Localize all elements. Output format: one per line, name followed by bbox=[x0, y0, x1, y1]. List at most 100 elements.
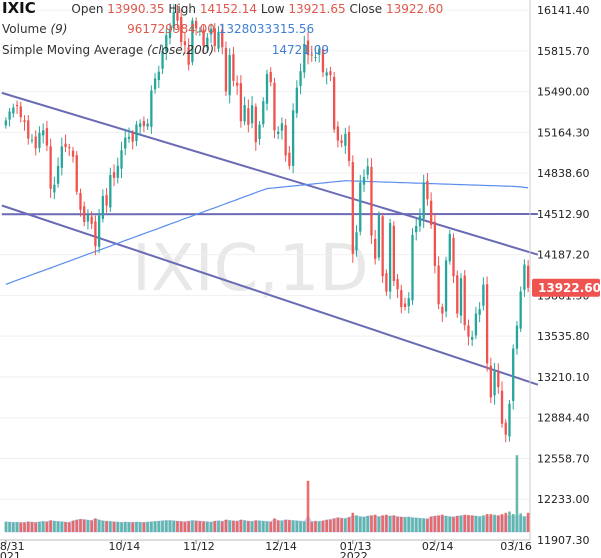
volume-bar bbox=[493, 514, 496, 532]
candle-body bbox=[194, 21, 198, 29]
volume-bar bbox=[276, 520, 280, 532]
candle-body bbox=[429, 200, 433, 225]
volume-bar bbox=[295, 520, 299, 532]
high-label: High bbox=[168, 2, 196, 16]
y-tick-label: 13210.10 bbox=[537, 371, 590, 384]
candle-body bbox=[19, 106, 22, 118]
last-price-box bbox=[532, 278, 600, 297]
candle-body bbox=[318, 48, 321, 55]
candle-body bbox=[247, 108, 250, 125]
volume-bar bbox=[523, 516, 526, 532]
candle-body bbox=[90, 216, 93, 224]
volume-bar bbox=[385, 514, 388, 532]
volume-bar bbox=[19, 522, 23, 532]
candle-body bbox=[187, 47, 190, 65]
candle-body bbox=[38, 132, 41, 148]
candle-body bbox=[273, 82, 276, 131]
candle-body bbox=[105, 194, 108, 206]
volume-ma-value: 1328033315.56 bbox=[218, 22, 315, 36]
volume-bar bbox=[310, 521, 314, 532]
volume-bar bbox=[317, 521, 321, 532]
candle-body bbox=[437, 265, 440, 305]
x-tick-sublabel: 2021 bbox=[0, 550, 21, 558]
volume-bar bbox=[306, 480, 310, 532]
candle-body bbox=[284, 125, 287, 156]
candle-body bbox=[310, 54, 313, 56]
volume-bar bbox=[340, 518, 343, 532]
volume-bar bbox=[94, 518, 97, 532]
candle-body bbox=[71, 150, 75, 157]
candle-body bbox=[388, 223, 392, 292]
candle-body bbox=[422, 182, 425, 219]
volume-bar bbox=[414, 517, 418, 532]
sma-line-path bbox=[5, 180, 529, 285]
x-tick-label: 11/12 bbox=[183, 540, 215, 553]
candle-body bbox=[303, 43, 306, 73]
candle-body bbox=[288, 152, 291, 166]
candle-body bbox=[228, 55, 231, 96]
volume-bar bbox=[232, 520, 235, 532]
x-tick-label: 10/14 bbox=[109, 540, 141, 553]
candle-body bbox=[426, 180, 429, 200]
candle-body bbox=[306, 40, 310, 56]
volume-bar bbox=[135, 522, 138, 532]
candle-body bbox=[463, 275, 466, 326]
volume-bar bbox=[482, 515, 485, 532]
volume-bar bbox=[485, 514, 489, 532]
y-tick-label: 12233.00 bbox=[537, 493, 590, 506]
volume-bar bbox=[8, 522, 11, 532]
volume-bar bbox=[97, 519, 101, 532]
volume-bar bbox=[362, 516, 366, 532]
candle-body bbox=[295, 87, 299, 114]
close-value: 13922.60 bbox=[386, 2, 444, 16]
candle-body bbox=[344, 133, 347, 146]
volume-bar bbox=[519, 513, 522, 532]
volume-bar bbox=[82, 519, 86, 532]
candle-body bbox=[168, 30, 172, 39]
volume-bar bbox=[291, 520, 295, 532]
candle-body bbox=[329, 71, 332, 76]
y-tick-label: 13535.80 bbox=[537, 330, 590, 343]
candle-body bbox=[109, 175, 112, 208]
candle-body bbox=[336, 126, 340, 141]
candle-body bbox=[165, 35, 168, 52]
volume-bar bbox=[138, 522, 142, 532]
volume-bar bbox=[444, 516, 448, 532]
volume-bar bbox=[351, 512, 355, 532]
candle-body bbox=[56, 165, 60, 184]
candle-body bbox=[23, 120, 26, 122]
volume-bar bbox=[23, 522, 26, 532]
candle-body bbox=[172, 11, 175, 29]
volume-bar bbox=[243, 520, 246, 532]
y-tick-label: 14838.60 bbox=[537, 167, 590, 180]
candle-body bbox=[27, 120, 30, 139]
volume-bar bbox=[150, 521, 153, 532]
volume-bar bbox=[41, 521, 45, 532]
candle-body bbox=[45, 128, 49, 146]
candle-body bbox=[474, 313, 478, 336]
candle-body bbox=[142, 121, 146, 127]
open-value: 13990.35 bbox=[107, 2, 165, 16]
volume-label: Volume bbox=[2, 22, 47, 36]
candle-body bbox=[235, 82, 239, 86]
candle-body bbox=[415, 225, 418, 233]
candle-body bbox=[411, 234, 414, 301]
volume-bar bbox=[105, 521, 108, 532]
candle-body bbox=[15, 104, 19, 107]
volume-bar bbox=[86, 520, 90, 532]
volume-bar bbox=[366, 516, 370, 532]
candle-body bbox=[265, 74, 269, 104]
volume-bar bbox=[377, 516, 381, 532]
candle-body bbox=[161, 51, 164, 69]
volume-bar bbox=[101, 520, 105, 532]
volume-bar bbox=[381, 515, 384, 532]
volume-bar bbox=[153, 521, 157, 532]
volume-bar bbox=[470, 515, 474, 532]
candle-body bbox=[79, 192, 82, 210]
volume-bar bbox=[217, 520, 220, 532]
volume-bar bbox=[191, 520, 194, 532]
volume-bar bbox=[53, 521, 56, 532]
volume-bar bbox=[164, 520, 168, 532]
candle-body bbox=[444, 260, 448, 312]
